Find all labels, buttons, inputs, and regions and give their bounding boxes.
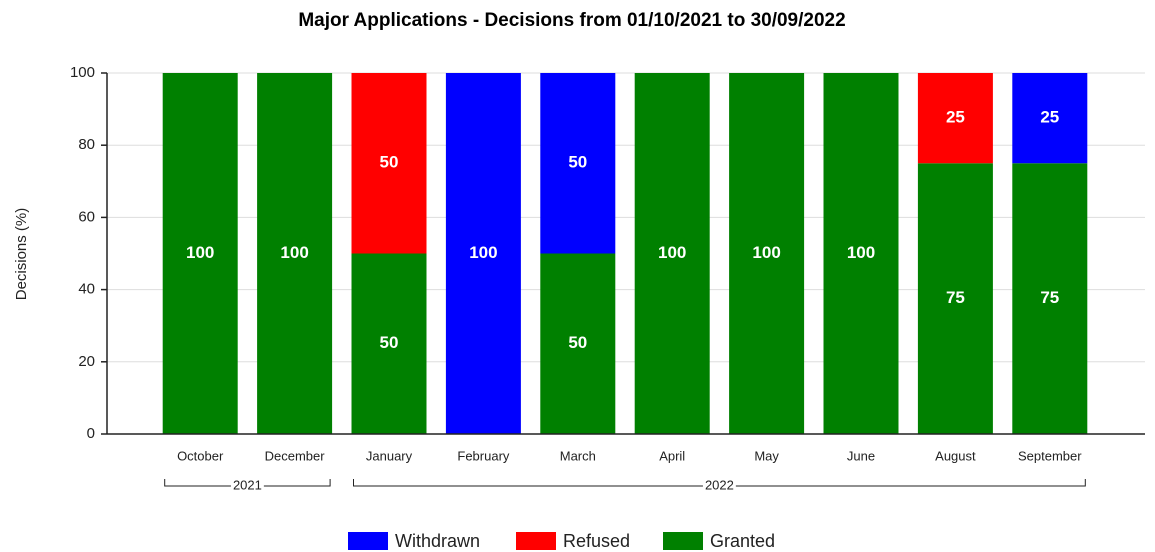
bar-segment [917,73,993,164]
data-label: 100 [186,243,214,262]
y-tick-label: 100 [70,64,95,81]
y-tick-label: 60 [78,208,95,225]
group-label: 2022 [705,477,734,492]
x-tick-label: May [754,448,779,463]
bar-segment [729,73,805,434]
x-tick-label: February [457,448,510,463]
data-label: 25 [946,108,965,127]
y-tick-label: 0 [87,425,95,442]
bar-segment [540,253,616,434]
x-tick-label: January [366,448,413,463]
legend-label: Withdrawn [395,531,480,551]
bar-segment [1012,163,1088,434]
x-tick-label: June [847,448,875,463]
chart-title: Major Applications - Decisions from 01/1… [298,10,845,31]
data-label: 100 [280,243,308,262]
x-tick-label: September [1018,448,1082,463]
data-label: 50 [380,333,399,352]
data-label: 75 [946,288,965,307]
data-label: 25 [1040,108,1059,127]
bar-segment [917,163,993,434]
data-label: 75 [1040,288,1059,307]
legend-swatch [348,532,388,550]
legend-label: Refused [563,531,630,551]
data-label: 50 [568,153,587,172]
legend-swatch [663,532,703,550]
group-label-bg [230,477,264,493]
x-tick-label: August [935,448,976,463]
legend-label: Granted [710,531,775,551]
x-tick-label: December [265,448,326,463]
data-label: 50 [380,153,399,172]
bar-segment [823,73,899,434]
bar-segment [351,73,427,254]
data-label: 100 [658,243,686,262]
x-tick-label: October [177,448,224,463]
bar-segment [1012,73,1088,164]
bar-segment [351,253,427,434]
data-label: 50 [568,333,587,352]
data-label: 100 [752,243,780,262]
bar-segment [445,73,521,434]
bar-segment [162,73,238,434]
group-label-bg [702,477,736,493]
group-label: 2021 [233,477,262,492]
bar-segment [634,73,710,434]
y-tick-label: 40 [78,281,95,298]
data-label: 100 [469,243,497,262]
data-label: 100 [847,243,875,262]
y-tick-label: 20 [78,353,95,370]
x-tick-label: April [659,448,685,463]
legend-swatch [516,532,556,550]
y-tick-label: 80 [78,136,95,153]
bar-segment [257,73,333,434]
y-axis-label: Decisions (%) [13,208,30,301]
x-tick-label: March [560,448,596,463]
bar-segment [540,73,616,254]
